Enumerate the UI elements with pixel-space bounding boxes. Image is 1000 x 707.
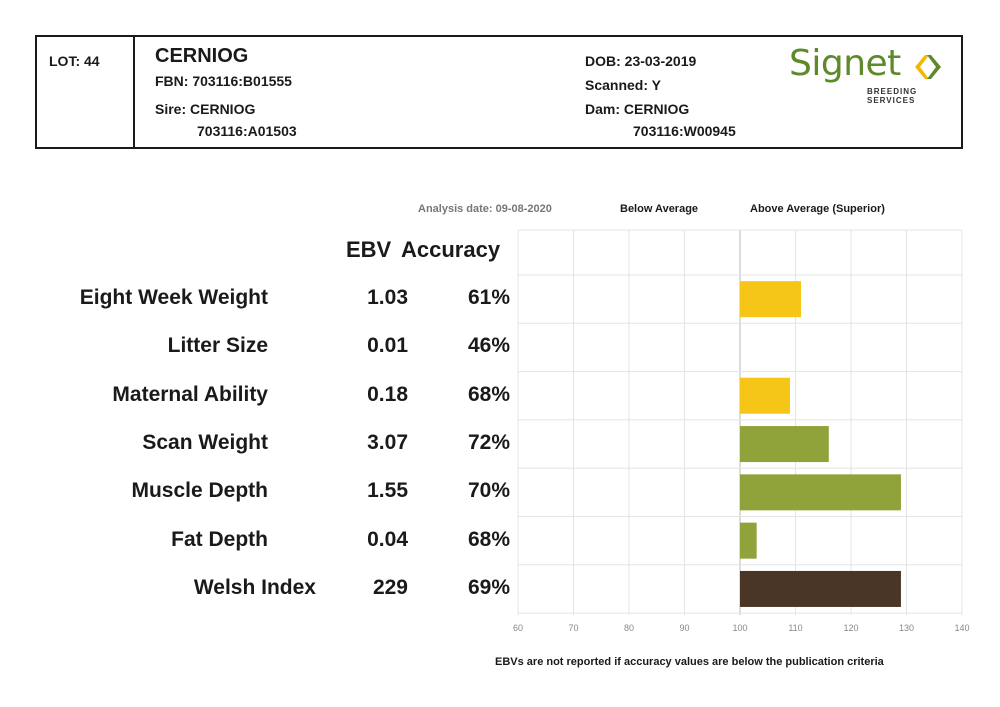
x-tick-label: 110 xyxy=(788,623,802,633)
x-tick-label: 60 xyxy=(513,623,523,633)
bar-scan-weight xyxy=(740,426,829,463)
dam-id: 703116:W00945 xyxy=(633,123,736,139)
sire-id: 703116:A01503 xyxy=(197,123,297,139)
ebv-value: 0.04 xyxy=(367,527,408,551)
ebv-value: 229 xyxy=(372,575,408,599)
ebv-value: 1.55 xyxy=(367,479,408,503)
accuracy-value: 61% xyxy=(467,286,510,310)
accuracy-value: 46% xyxy=(467,334,510,358)
x-tick-label: 70 xyxy=(568,623,578,633)
x-tick-label: 130 xyxy=(899,623,914,633)
trait-label: Litter Size xyxy=(167,334,268,358)
date-of-birth: DOB: 23-03-2019 xyxy=(585,53,697,69)
accuracy-value: 72% xyxy=(467,431,510,455)
bar-maternal-ability xyxy=(740,377,790,414)
ebv-value: 1.03 xyxy=(367,286,408,310)
x-tick-label: 100 xyxy=(732,623,747,633)
x-tick-label: 140 xyxy=(954,623,969,633)
ebv-value: 0.01 xyxy=(367,334,408,358)
trait-label: Eight Week Weight xyxy=(79,286,268,310)
column-header-ebv: EBV xyxy=(346,237,392,262)
fbn-number: FBN: 703116:B01555 xyxy=(155,73,292,89)
accuracy-value: 68% xyxy=(467,382,510,406)
bar-muscle-depth xyxy=(740,474,901,511)
logo-subtitle: BREEDING SERVICES xyxy=(867,87,918,105)
x-tick-label: 90 xyxy=(679,623,689,633)
trait-label: Welsh Index xyxy=(193,575,316,599)
accuracy-value: 68% xyxy=(467,527,510,551)
ebv-value: 3.07 xyxy=(367,431,408,455)
trait-label: Muscle Depth xyxy=(131,479,268,503)
accuracy-value: 70% xyxy=(467,479,510,503)
signet-logo: Signet BREEDING SERVICES xyxy=(789,43,957,105)
bar-fat-depth xyxy=(740,522,757,559)
bar-welsh-index xyxy=(740,570,901,607)
x-tick-label: 80 xyxy=(624,623,634,633)
dam-name: Dam: CERNIOG xyxy=(585,101,690,117)
header-divider xyxy=(133,37,135,147)
bar-eight-week-weight xyxy=(740,281,802,318)
ebv-value: 0.18 xyxy=(367,382,408,406)
above-average-label: Above Average (Superior) xyxy=(750,203,885,215)
analysis-date: Analysis date: 09-08-2020 xyxy=(418,203,552,215)
lot-number: LOT: 44 xyxy=(49,53,100,69)
animal-name: CERNIOG xyxy=(155,45,249,67)
sire-name: Sire: CERNIOG xyxy=(155,101,256,117)
logo-wordmark: Signet xyxy=(789,43,901,84)
footnote: EBVs are not reported if accuracy values… xyxy=(495,656,884,668)
trait-label: Fat Depth xyxy=(171,527,268,551)
trait-label: Maternal Ability xyxy=(112,382,268,406)
logo-chevrons-icon xyxy=(915,55,941,79)
scanned-status: Scanned: Y xyxy=(585,77,661,93)
below-average-label: Below Average xyxy=(620,203,699,215)
accuracy-value: 69% xyxy=(467,575,510,599)
trait-label: Scan Weight xyxy=(142,431,268,455)
column-header-accuracy: Accuracy xyxy=(401,237,501,262)
x-tick-label: 120 xyxy=(843,623,858,633)
animal-header: LOT: 44 CERNIOG FBN: 703116:B01555 Sire:… xyxy=(35,35,963,149)
